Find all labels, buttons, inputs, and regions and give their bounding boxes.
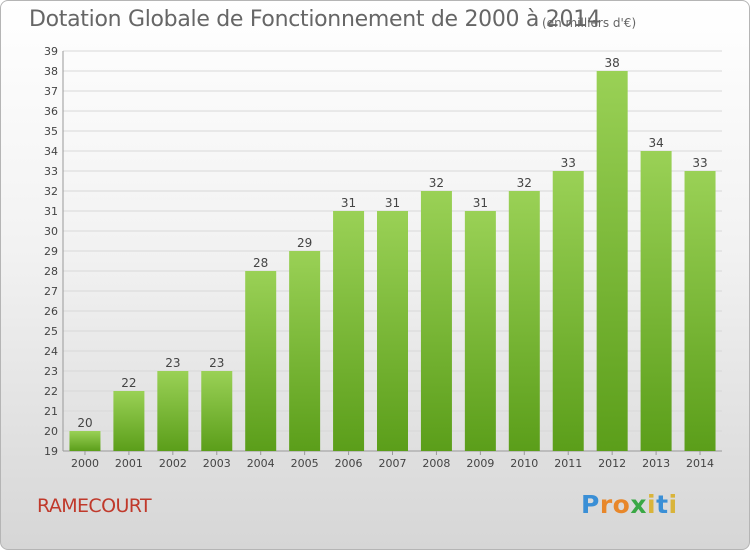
bar-2012	[596, 71, 628, 451]
data-label-2010: 32	[517, 176, 532, 190]
bar-2005	[289, 251, 321, 451]
y-tick-label: 21	[44, 405, 58, 418]
x-tick-label-2009: 2009	[466, 457, 494, 470]
data-label-2004: 28	[253, 256, 268, 270]
y-tick-label: 20	[44, 425, 58, 438]
commune-name: RAMECOURT	[37, 495, 152, 517]
x-tick-label-2002: 2002	[159, 457, 187, 470]
bar-2007	[377, 211, 408, 451]
x-tick-label-2006: 2006	[335, 457, 363, 470]
y-tick-label: 37	[44, 85, 58, 98]
y-tick-label: 27	[44, 285, 58, 298]
x-tick-label-2012: 2012	[598, 457, 626, 470]
data-label-2006: 31	[341, 196, 356, 210]
y-tick-label: 35	[44, 125, 58, 138]
data-label-2012: 38	[605, 56, 620, 70]
y-tick-label: 32	[44, 185, 58, 198]
data-labels: 20 22 23 23 28 29 31 31 32 31 32 33 38 34 33	[77, 56, 707, 430]
x-tick-label-2010: 2010	[510, 457, 538, 470]
x-tick-label-2013: 2013	[642, 457, 670, 470]
y-tick-label: 39	[44, 45, 58, 58]
bar-2011	[552, 171, 584, 451]
y-tick-label: 31	[44, 205, 58, 218]
y-tick-label: 22	[44, 385, 58, 398]
data-label-2013: 34	[648, 136, 663, 150]
bar-2003	[201, 371, 233, 451]
data-label-2001: 22	[121, 376, 136, 390]
bars	[69, 71, 716, 451]
proxiti-logo[interactable]: Proxiti	[581, 490, 678, 519]
axes: 19 20 21 22 23 24 25 26 27 28 29 30 31 32 33 34 35 36 37 38…	[44, 45, 722, 470]
y-tick-label: 23	[44, 365, 58, 378]
x-tick-label-2000: 2000	[71, 457, 99, 470]
y-tick-label: 25	[44, 325, 58, 338]
data-label-2011: 33	[561, 156, 576, 170]
data-label-2008: 32	[429, 176, 444, 190]
bar-2008	[420, 191, 452, 451]
x-tick-label-2004: 2004	[247, 457, 275, 470]
x-tick-label-2007: 2007	[379, 457, 407, 470]
bar-2000	[69, 431, 101, 451]
bar-2001	[113, 391, 145, 451]
x-tick-label-2003: 2003	[203, 457, 231, 470]
y-tick-label: 26	[44, 305, 58, 318]
data-label-2002: 23	[165, 356, 180, 370]
data-label-2009: 31	[473, 196, 488, 210]
y-tick-label: 28	[44, 265, 58, 278]
x-tick-label-2014: 2014	[686, 457, 714, 470]
bar-2004	[245, 271, 277, 451]
bar-2010	[508, 191, 540, 451]
y-tick-label: 29	[44, 245, 58, 258]
bar-2013	[640, 151, 672, 451]
bar-2006	[333, 211, 365, 451]
x-tick-label-2008: 2008	[422, 457, 450, 470]
bar-2014	[684, 171, 716, 451]
data-label-2014: 33	[692, 156, 707, 170]
data-label-2007: 31	[385, 196, 400, 210]
x-tick-label-2001: 2001	[115, 457, 143, 470]
bar-2009	[464, 211, 496, 451]
y-tick-label: 30	[44, 225, 58, 238]
y-tick-label: 36	[44, 105, 58, 118]
chart-title: Dotation Globale de Fonctionnement de 20…	[29, 7, 601, 32]
x-tick-label-2005: 2005	[291, 457, 319, 470]
bar-2002	[157, 371, 189, 451]
y-tick-label: 38	[44, 65, 58, 78]
data-label-2003: 23	[209, 356, 224, 370]
data-label-2005: 29	[297, 236, 312, 250]
y-tick-label: 24	[44, 345, 58, 358]
y-tick-label: 33	[44, 165, 58, 178]
data-label-2000: 20	[77, 416, 92, 430]
x-tick-label-2011: 2011	[554, 457, 582, 470]
y-tick-label: 34	[44, 145, 58, 158]
chart-subtitle: (en milliers d'€)	[542, 16, 637, 30]
y-tick-label: 19	[44, 445, 58, 458]
